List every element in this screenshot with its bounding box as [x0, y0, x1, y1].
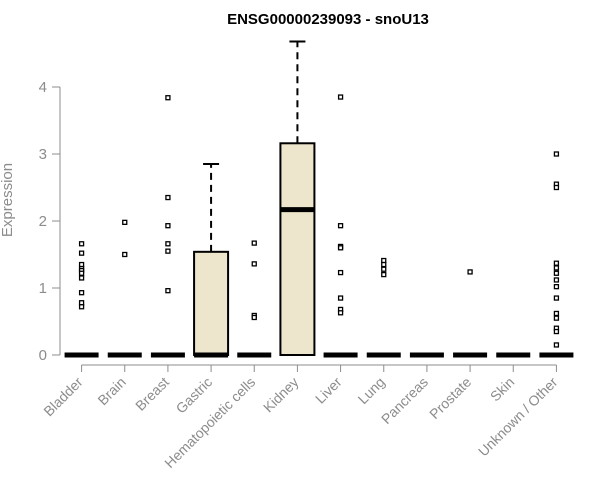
- box-group: [366, 257, 401, 358]
- outlier-point: [337, 223, 344, 229]
- box-group: [237, 240, 272, 358]
- outlier-point: [553, 295, 560, 301]
- outlier-point: [337, 94, 344, 100]
- outlier-point: [553, 342, 560, 348]
- outlier-point: [251, 314, 257, 321]
- x-tick-label: Lung: [355, 374, 388, 407]
- box-group: [150, 95, 185, 358]
- outlier-point: [165, 288, 171, 294]
- outlier-point: [337, 310, 344, 316]
- x-tick-label: Kidney: [260, 374, 302, 416]
- outlier-point: [467, 269, 473, 275]
- y-tick-label: 2: [39, 213, 47, 230]
- outlier-point: [337, 295, 344, 301]
- outlier-point: [122, 219, 128, 225]
- x-tick-label: Pancreas: [378, 374, 431, 427]
- plot-area: [64, 40, 574, 358]
- y-tick-label: 0: [39, 347, 47, 364]
- box-group: [193, 163, 230, 358]
- outlier-point: [122, 251, 128, 258]
- x-tick-label: Skin: [487, 374, 518, 405]
- box-group: [323, 94, 358, 358]
- outlier-point: [78, 304, 85, 310]
- outlier-point: [553, 310, 560, 317]
- outlier-point: [78, 250, 85, 256]
- outlier-point: [78, 270, 85, 276]
- box-group: [453, 269, 488, 358]
- outlier-point: [251, 261, 257, 267]
- outlier-point: [165, 95, 171, 101]
- outlier-point: [165, 248, 171, 254]
- x-tick-label: Prostate: [426, 374, 474, 422]
- box-group: [64, 241, 99, 358]
- outlier-point: [553, 184, 560, 191]
- x-tick-label: Breast: [132, 374, 172, 414]
- box-group: [279, 40, 316, 356]
- outlier-point: [553, 270, 560, 276]
- outlier-point: [165, 223, 171, 229]
- outlier-point: [165, 241, 171, 247]
- outlier-point: [78, 275, 85, 281]
- outlier-point: [337, 245, 344, 251]
- y-tick-label: 4: [39, 79, 47, 96]
- outlier-point: [553, 260, 560, 266]
- chart-title: ENSG00000239093 - snoU13: [227, 11, 429, 28]
- outlier-point: [251, 240, 257, 246]
- x-tick-label: Gastric: [173, 374, 216, 417]
- outlier-point: [78, 290, 85, 296]
- box-group: [539, 151, 574, 358]
- outlier-point: [553, 151, 560, 157]
- y-tick-label: 3: [39, 146, 47, 163]
- outlier-point: [165, 194, 171, 201]
- outlier-point: [78, 241, 85, 247]
- x-tick-label: Unknown / Other: [475, 374, 561, 460]
- outlier-point: [381, 261, 387, 268]
- outlier-point: [337, 269, 344, 276]
- outlier-point: [381, 266, 387, 272]
- y-axis-label: Expression: [0, 163, 16, 237]
- outlier-point: [553, 265, 560, 271]
- outlier-point: [381, 271, 387, 278]
- box: [279, 142, 316, 356]
- y-axis: 0 1 2 3 4: [39, 79, 61, 364]
- x-tick-label: Liver: [312, 374, 345, 407]
- x-tick-label: Brain: [94, 374, 128, 408]
- x-tick-label: Bladder: [40, 374, 86, 420]
- box: [193, 250, 230, 357]
- outlier-point: [553, 328, 560, 335]
- outlier-point: [553, 284, 560, 290]
- y-tick-label: 1: [39, 280, 47, 297]
- outlier-point: [553, 277, 560, 283]
- outlier-point: [553, 315, 560, 321]
- box-group: [107, 219, 142, 358]
